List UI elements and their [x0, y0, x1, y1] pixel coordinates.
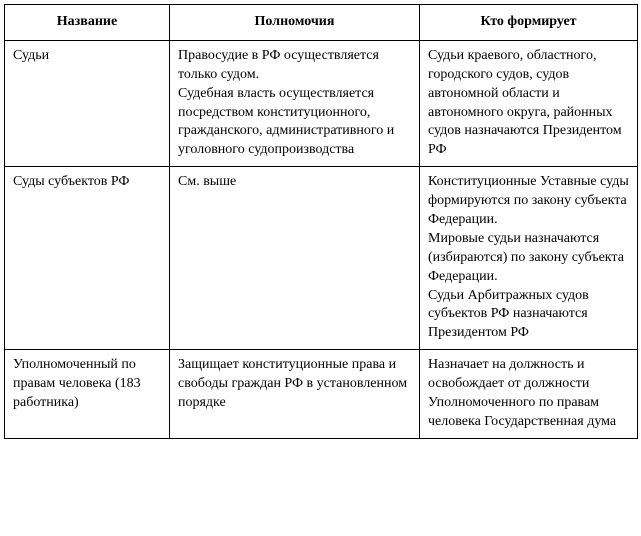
institutions-table: Название Полномочия Кто формирует Судьи …	[4, 4, 638, 439]
col-header-name: Название	[5, 5, 170, 41]
cell-powers: Защищает конституционные права и свободы…	[170, 350, 420, 439]
table-row: Суды субъектов РФ См. выше Конституционн…	[5, 167, 638, 350]
cell-formed: Конституционные Устав­ные суды формируют…	[420, 167, 638, 350]
cell-name: Суды субъектов РФ	[5, 167, 170, 350]
header-row: Название Полномочия Кто формирует	[5, 5, 638, 41]
cell-powers: Правосудие в РФ осуществля­ется только с…	[170, 40, 420, 166]
cell-formed: Назначает на должность и освобождает от …	[420, 350, 638, 439]
table-row: Судьи Правосудие в РФ осуществля­ется то…	[5, 40, 638, 166]
cell-formed: Судьи краевого, област­ного, городского …	[420, 40, 638, 166]
cell-name: Судьи	[5, 40, 170, 166]
cell-powers: См. выше	[170, 167, 420, 350]
cell-name: Уполномоченный по правам человека (183 р…	[5, 350, 170, 439]
table-row: Уполномоченный по правам человека (183 р…	[5, 350, 638, 439]
col-header-powers: Полномочия	[170, 5, 420, 41]
col-header-formed: Кто формирует	[420, 5, 638, 41]
